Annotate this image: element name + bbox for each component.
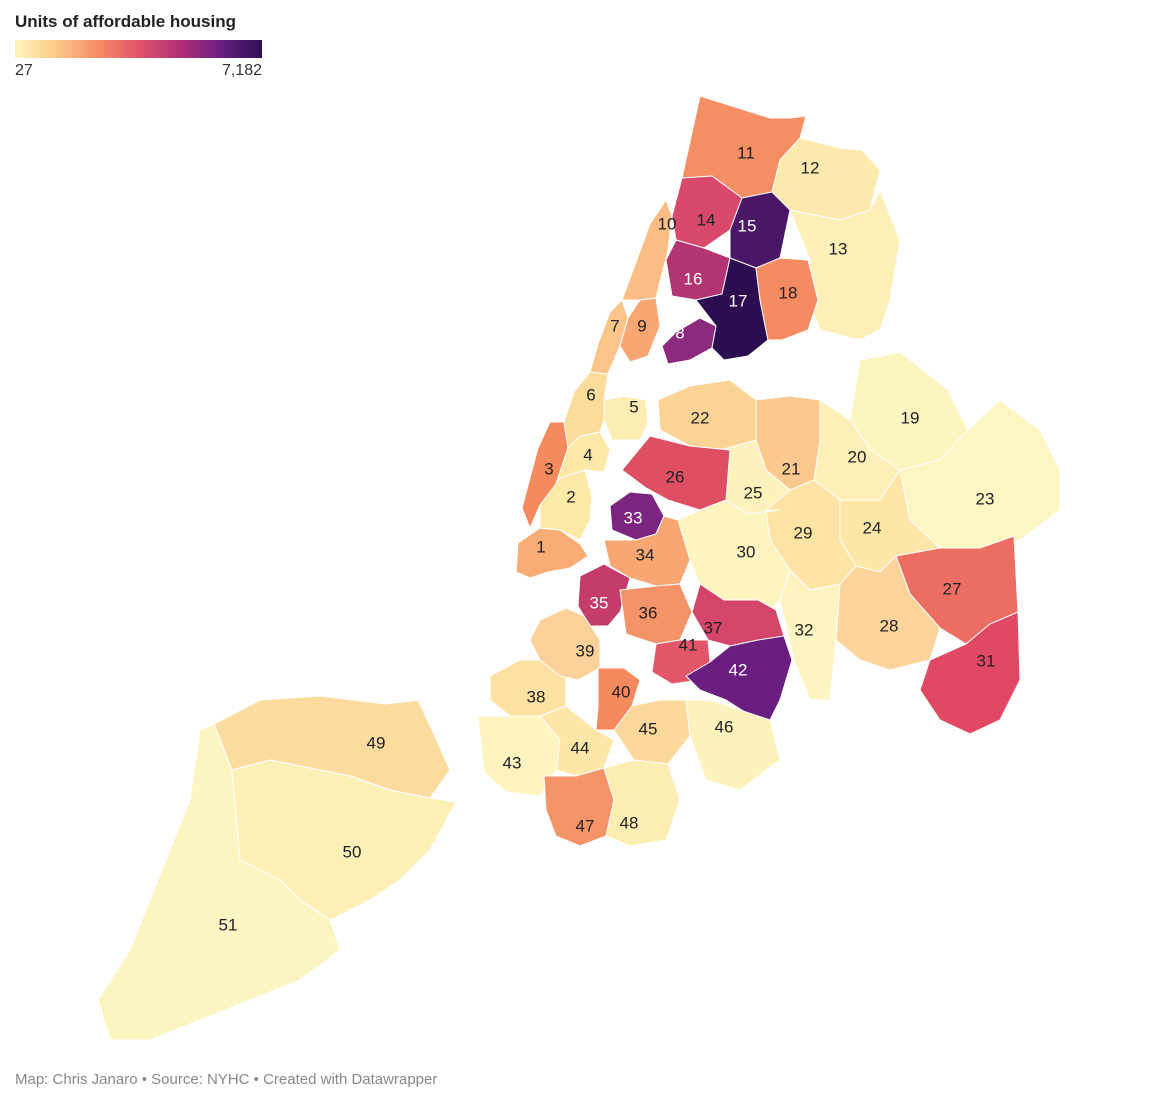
district-label-18: 18 xyxy=(779,284,798,303)
district-35 xyxy=(577,563,631,627)
district-label-48: 48 xyxy=(620,814,639,833)
district-label-47: 47 xyxy=(576,817,595,836)
district-9 xyxy=(619,297,661,363)
district-42 xyxy=(685,635,793,721)
district-14 xyxy=(671,175,743,249)
district-label-30: 30 xyxy=(737,543,756,562)
district-36 xyxy=(619,583,693,645)
district-18 xyxy=(755,257,819,341)
district-label-25: 25 xyxy=(744,484,763,503)
district-39 xyxy=(529,607,601,681)
district-label-4: 4 xyxy=(583,446,592,465)
district-label-14: 14 xyxy=(697,211,716,230)
district-label-3: 3 xyxy=(544,460,553,479)
district-label-24: 24 xyxy=(863,519,882,538)
district-label-13: 13 xyxy=(829,240,848,259)
district-label-50: 50 xyxy=(343,843,362,862)
district-label-28: 28 xyxy=(880,617,899,636)
district-label-1: 1 xyxy=(536,538,545,557)
district-5 xyxy=(603,395,649,441)
district-label-49: 49 xyxy=(367,734,386,753)
district-label-41: 41 xyxy=(679,636,698,655)
district-label-5: 5 xyxy=(629,398,638,417)
district-label-36: 36 xyxy=(639,604,658,623)
district-51 xyxy=(97,723,341,1041)
legend-min-label: 27 xyxy=(15,62,33,79)
district-label-7: 7 xyxy=(610,317,619,336)
district-32 xyxy=(779,569,841,701)
district-28 xyxy=(835,555,941,671)
district-label-32: 32 xyxy=(795,621,814,640)
district-label-51: 51 xyxy=(219,916,238,935)
district-label-9: 9 xyxy=(637,317,646,336)
district-label-37: 37 xyxy=(704,619,723,638)
district-label-44: 44 xyxy=(571,739,590,758)
district-label-33: 33 xyxy=(624,509,643,528)
district-label-38: 38 xyxy=(527,688,546,707)
district-label-34: 34 xyxy=(636,546,655,565)
legend-max-label: 7,182 xyxy=(221,62,262,79)
district-label-20: 20 xyxy=(848,448,867,467)
district-label-35: 35 xyxy=(590,594,609,613)
district-7 xyxy=(589,299,629,375)
map-credits: Map: Chris Janaro • Source: NYHC • Creat… xyxy=(15,1071,438,1088)
legend-color-scale xyxy=(15,40,262,58)
district-label-46: 46 xyxy=(715,718,734,737)
district-label-23: 23 xyxy=(976,490,995,509)
district-label-19: 19 xyxy=(901,409,920,428)
district-label-11: 11 xyxy=(737,144,755,163)
district-label-26: 26 xyxy=(666,468,685,487)
district-label-6: 6 xyxy=(586,386,595,405)
district-label-12: 12 xyxy=(801,159,820,178)
district-label-29: 29 xyxy=(794,524,813,543)
district-label-45: 45 xyxy=(639,720,658,739)
district-label-2: 2 xyxy=(566,488,575,507)
district-label-27: 27 xyxy=(943,580,962,599)
district-label-40: 40 xyxy=(612,683,631,702)
legend-title: Units of affordable housing xyxy=(15,12,236,31)
district-8 xyxy=(661,317,717,365)
district-46 xyxy=(685,699,781,791)
district-label-22: 22 xyxy=(691,409,710,428)
district-label-17: 17 xyxy=(729,292,748,311)
district-label-8: 8 xyxy=(675,324,684,343)
district-label-16: 16 xyxy=(684,270,703,289)
district-label-21: 21 xyxy=(782,460,801,479)
district-label-42: 42 xyxy=(729,661,748,680)
district-label-31: 31 xyxy=(977,652,996,671)
district-label-10: 10 xyxy=(658,215,677,234)
district-48 xyxy=(603,759,681,847)
district-6 xyxy=(563,371,609,450)
district-37 xyxy=(691,583,785,647)
district-label-39: 39 xyxy=(576,642,595,661)
district-label-15: 15 xyxy=(738,217,757,236)
district-31 xyxy=(919,611,1021,735)
legend-gradient xyxy=(15,40,262,58)
district-label-43: 43 xyxy=(503,754,522,773)
